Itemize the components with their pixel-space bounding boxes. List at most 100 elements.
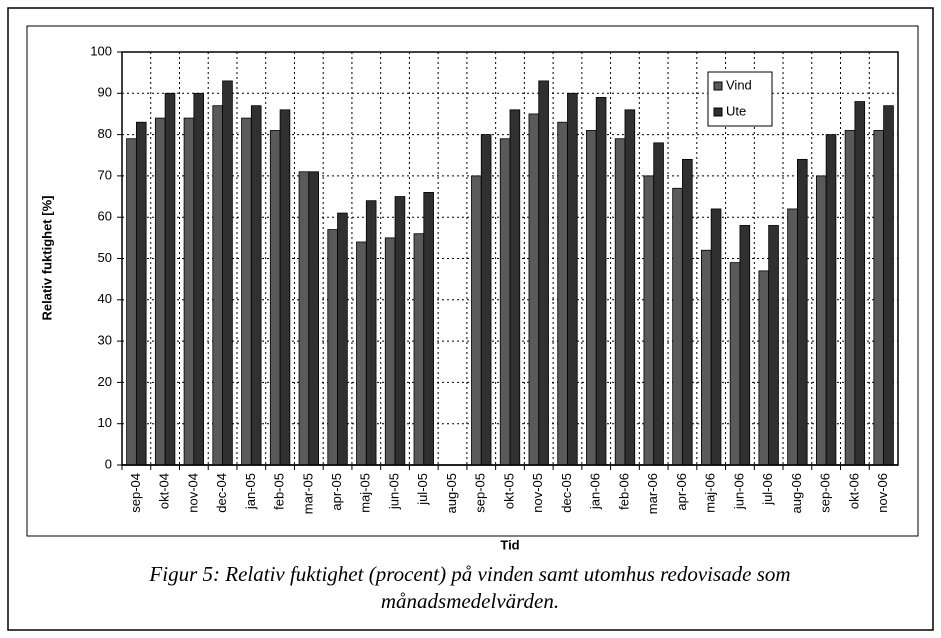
bar [337,212,348,466]
bar [557,121,568,466]
bar [471,175,482,466]
bar [768,225,779,466]
x-tick-label: sep-05 [473,473,488,513]
bar [193,92,205,466]
bar [126,138,137,466]
bar [758,270,770,466]
bar [269,130,281,466]
bar [672,187,683,466]
x-tick-label: okt-05 [501,473,516,509]
y-axis-label: Relativ fuktighet [%] [39,196,54,321]
bar [308,171,319,466]
bar [643,175,655,466]
bar [815,175,827,466]
caption: Figur 5: Relativ fuktighet (procent) på … [148,562,790,586]
legend-swatch [713,81,723,91]
bar [873,130,885,466]
bar [298,171,310,466]
x-tick-label: nov-06 [875,473,890,513]
bar [653,142,664,466]
chart-frame [26,25,919,537]
bar [739,225,751,466]
bar [797,158,808,466]
bar [135,121,147,466]
bar [844,130,856,466]
x-tick-label: sep-04 [128,473,143,513]
bar [384,237,396,466]
y-tick-label: 100 [90,43,112,58]
bar [279,109,291,466]
x-tick-label: okt-06 [846,473,861,509]
bar [682,158,693,466]
x-tick-label: apr-05 [329,473,344,511]
bar [624,109,636,466]
x-tick-label: okt-04 [157,473,172,509]
bar [825,134,837,466]
x-tick-label: mar-05 [300,473,315,514]
bar [528,113,540,466]
y-tick-label: 0 [105,456,112,471]
bar [729,262,741,466]
bar [164,92,176,466]
bar [413,233,425,466]
x-tick-label: jun-06 [731,473,746,510]
x-axis-label: Tid [500,537,519,552]
bar [710,208,722,466]
bar [327,229,338,466]
x-tick-label: aug-06 [789,473,804,513]
y-tick-label: 40 [98,291,112,306]
x-tick-label: nov-05 [530,473,545,513]
y-tick-label: 30 [98,333,112,348]
bar [212,105,223,466]
bar [250,105,262,466]
y-tick-label: 50 [98,250,112,265]
legend-label: Ute [726,103,746,118]
x-tick-label: jan-05 [243,473,258,510]
bar [356,241,367,466]
y-tick-label: 70 [98,167,112,182]
x-tick-label: feb-05 [272,473,287,510]
x-tick-label: apr-06 [674,473,689,511]
bar [787,208,798,466]
x-tick-label: dec-04 [214,473,229,513]
y-tick-label: 20 [98,374,112,389]
frame [7,7,934,631]
legend-box [707,71,773,127]
bar [701,249,712,466]
bar [614,138,626,466]
x-tick-label: jan-06 [588,473,603,510]
x-tick-label: jun-05 [386,473,401,510]
bar [183,117,195,466]
x-tick-label: aug-05 [444,473,459,513]
bar [854,101,866,466]
bar [538,80,549,466]
bar [509,109,521,466]
y-tick-label: 60 [98,209,112,224]
x-tick-label: dec-05 [559,473,574,513]
x-tick-label: maj-06 [703,473,718,513]
x-tick-label: maj-05 [358,473,373,513]
caption: månadsmedelvärden. [381,589,559,613]
bar [154,117,166,466]
legend-label: Vind [726,77,752,92]
bar [586,130,597,466]
y-tick-label: 10 [98,415,112,430]
bar [567,92,578,466]
x-tick-label: mar-06 [645,473,660,514]
bar [480,134,492,466]
y-tick-label: 90 [98,85,112,100]
bar [365,200,377,466]
x-tick-label: feb-06 [616,473,631,510]
y-tick-label: 80 [98,126,112,141]
legend-swatch [713,107,723,117]
x-tick-label: nov-04 [185,473,200,513]
bar [883,105,894,466]
bar [394,196,406,466]
bar [423,192,434,466]
x-tick-label: sep-06 [818,473,833,513]
x-tick-label: jul-06 [760,473,775,506]
bar [499,138,511,466]
x-tick-label: jul-05 [415,473,430,506]
bar [595,97,607,466]
